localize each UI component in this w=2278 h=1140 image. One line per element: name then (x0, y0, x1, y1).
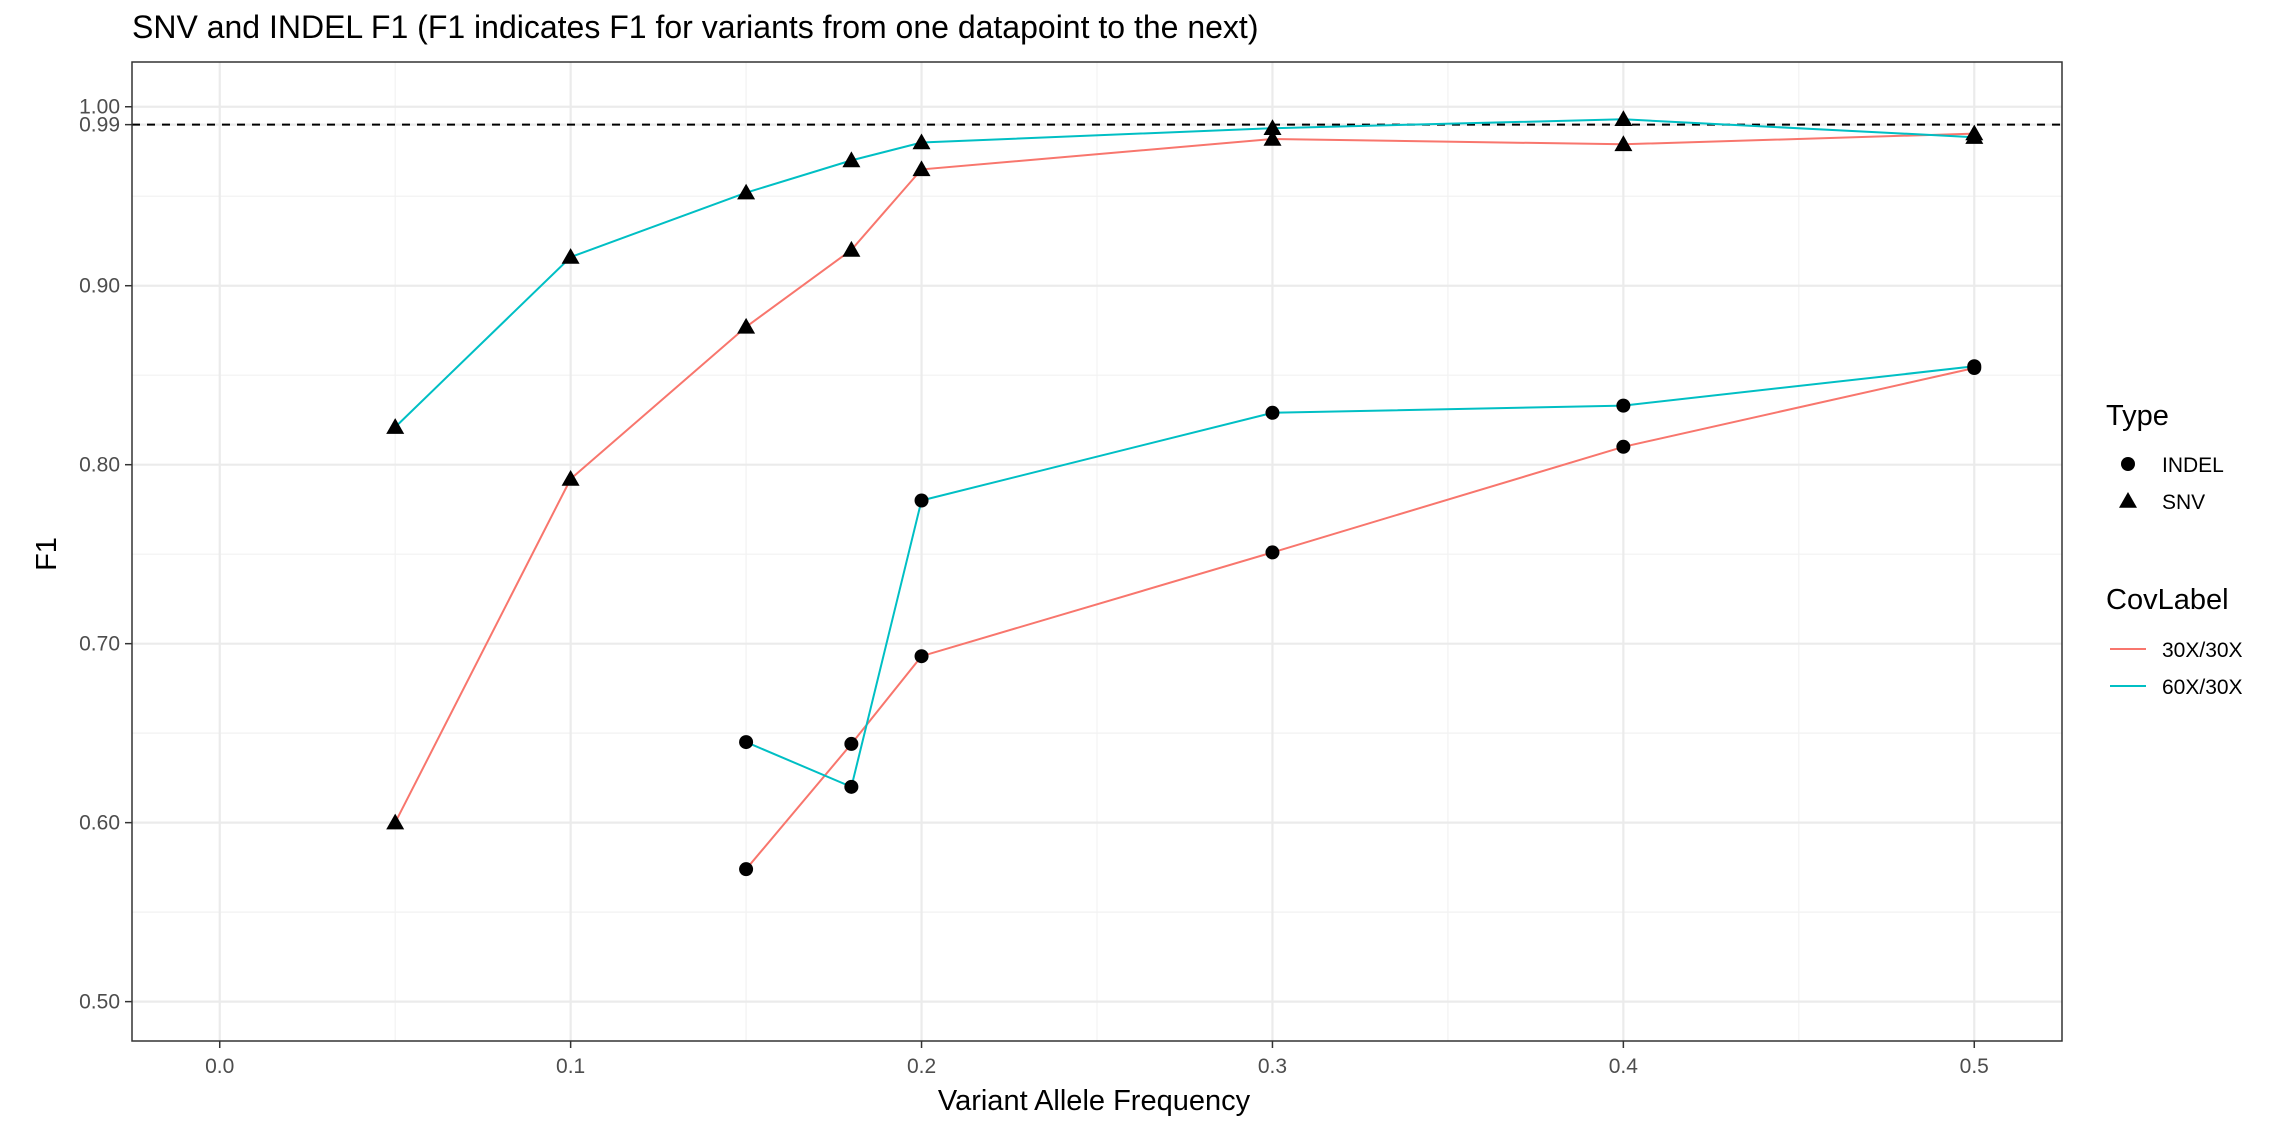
legend-title-type: Type (2106, 400, 2169, 432)
x-tick-label: 0.4 (1609, 1055, 1639, 1078)
chart-title: SNV and INDEL F1 (F1 indicates F1 for va… (132, 9, 1258, 45)
legend-key-snv (2119, 492, 2137, 508)
data-point-snv (386, 813, 405, 830)
data-point-snv (737, 317, 756, 334)
legend-key-indel (2121, 457, 2135, 471)
y-tick-label: 1.00 (79, 96, 120, 119)
data-point-snv (842, 240, 861, 257)
data-point-indel (739, 735, 754, 750)
data-point-snv (842, 151, 861, 168)
data-point-indel (1967, 359, 1982, 374)
data-point-indel (844, 779, 859, 794)
legend-label: INDEL (2162, 454, 2224, 477)
series-line-snv-30x-30x (394, 132, 1975, 824)
series-lines (394, 118, 1975, 870)
grid-minor (132, 62, 2062, 1041)
data-point-snv (912, 160, 931, 177)
data-point-indel (1265, 545, 1280, 560)
y-tick-label: 0.70 (79, 633, 120, 656)
data-point-indel (739, 862, 754, 877)
y-tick-label: 0.90 (79, 275, 120, 298)
y-axis: 0.50 0.60 0.70 0.80 0.90 0.991.00 (79, 96, 132, 1014)
data-point-snv (737, 183, 756, 200)
legend-label: 30X/30X (2162, 639, 2243, 662)
x-tick-label: 0.1 (556, 1055, 585, 1078)
data-point-snv (912, 133, 931, 150)
data-point-snv (561, 248, 580, 264)
panel-border-rect (131, 61, 2063, 1042)
data-point-snv (1965, 128, 1984, 144)
x-axis: 0.0 0.1 0.2 0.3 0.4 0.5 (205, 1041, 1989, 1078)
x-axis-title: Variant Allele Frequency (938, 1085, 1251, 1117)
x-tick-label: 0.5 (1960, 1055, 1989, 1078)
data-point-snv (1614, 135, 1633, 152)
x-tick-label: 0.2 (907, 1055, 936, 1078)
data-point-indel (844, 736, 859, 751)
data-point-indel (914, 649, 929, 664)
y-tick-label: 0.60 (79, 812, 120, 835)
y-tick-label: 0.80 (79, 454, 120, 477)
data-point-indel (914, 493, 929, 508)
legend-title-covlabel: CovLabel (2106, 584, 2229, 616)
series-line-indel-60x-30x (745, 365, 1975, 789)
data-point-snv (386, 418, 405, 434)
data-point-snv (1263, 130, 1282, 146)
legend-label: SNV (2162, 491, 2205, 514)
data-point-snv (1614, 110, 1633, 126)
data-point-snv (1263, 119, 1282, 135)
x-tick-label: 0.3 (1258, 1055, 1287, 1078)
x-tick-label: 0.0 (205, 1055, 234, 1078)
data-point-indel (1265, 405, 1280, 420)
panel-border (131, 61, 2063, 1042)
series-points (386, 110, 1984, 877)
data-point-indel (1616, 439, 1631, 454)
y-tick-label: 0.99 (79, 114, 120, 137)
y-tick-label: 0.50 (79, 991, 120, 1014)
series-line-indel-30x-30x (745, 367, 1975, 870)
legend-label: 60X/30X (2162, 676, 2243, 699)
legend: Type INDEL SNV CovLabel 30X/30X 60X/30X (2106, 400, 2243, 699)
data-point-indel (1616, 398, 1631, 413)
y-axis-title: F1 (31, 537, 63, 571)
series-line-snv-60x-30x (394, 118, 1975, 428)
data-point-snv (561, 470, 580, 486)
